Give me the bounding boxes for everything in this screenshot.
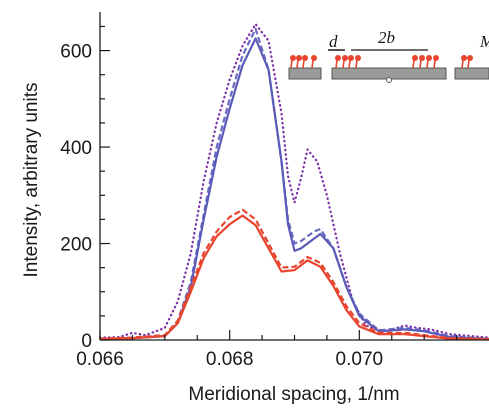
- myosin-head-icon: [467, 55, 473, 69]
- y-axis-title: Intensity, arbitrary units: [21, 82, 42, 277]
- myosin-head-icon: [355, 55, 361, 69]
- x-tick-label: 0.068: [206, 349, 254, 370]
- myosin-head-icon: [433, 55, 439, 69]
- series-layer: [98, 23, 489, 341]
- myosin-head-icon: [419, 55, 425, 69]
- myosin-head-icon: [290, 55, 296, 69]
- y-tick-label: 200: [60, 235, 92, 256]
- myosin-head-icon: [335, 55, 341, 69]
- myosin-head-icon: [412, 55, 418, 69]
- inset-diagram: d 2b M: [288, 28, 489, 83]
- x-tick-label: 0.070: [336, 349, 384, 370]
- myosin-head-icon: [426, 55, 432, 69]
- inset-label-2b: 2b: [378, 28, 395, 47]
- series-line-5: [99, 214, 489, 341]
- series-line-1: [98, 23, 489, 339]
- x-tick-label: 0.066: [76, 349, 124, 370]
- axes-layer: 0 200 400 600 0.066 0.068 0.070 Meridional spac…: [21, 12, 489, 405]
- y-tick-label: 400: [60, 138, 92, 159]
- series-line-4: [99, 208, 489, 341]
- myosin-head-icon: [342, 55, 348, 69]
- series-line-3: [99, 37, 489, 341]
- y-tick-label: 0: [81, 331, 92, 352]
- myosin-head-icon: [296, 55, 302, 69]
- inset-filament-left: [288, 67, 322, 80]
- inset-label-m: M: [479, 32, 489, 51]
- myosin-head-icon: [461, 55, 467, 69]
- inset-filament-right: [454, 67, 489, 80]
- myosin-head-icon: [348, 55, 354, 69]
- inset-label-d: d: [329, 32, 338, 51]
- inset-bare-zone-mark: [386, 77, 392, 83]
- myosin-head-icon: [302, 55, 308, 69]
- x-axis-title: Meridional spacing, 1/nm: [188, 384, 399, 405]
- y-tick-label: 600: [60, 42, 92, 63]
- myosin-head-icon: [311, 55, 317, 69]
- inset-myosin-heads: [290, 55, 473, 69]
